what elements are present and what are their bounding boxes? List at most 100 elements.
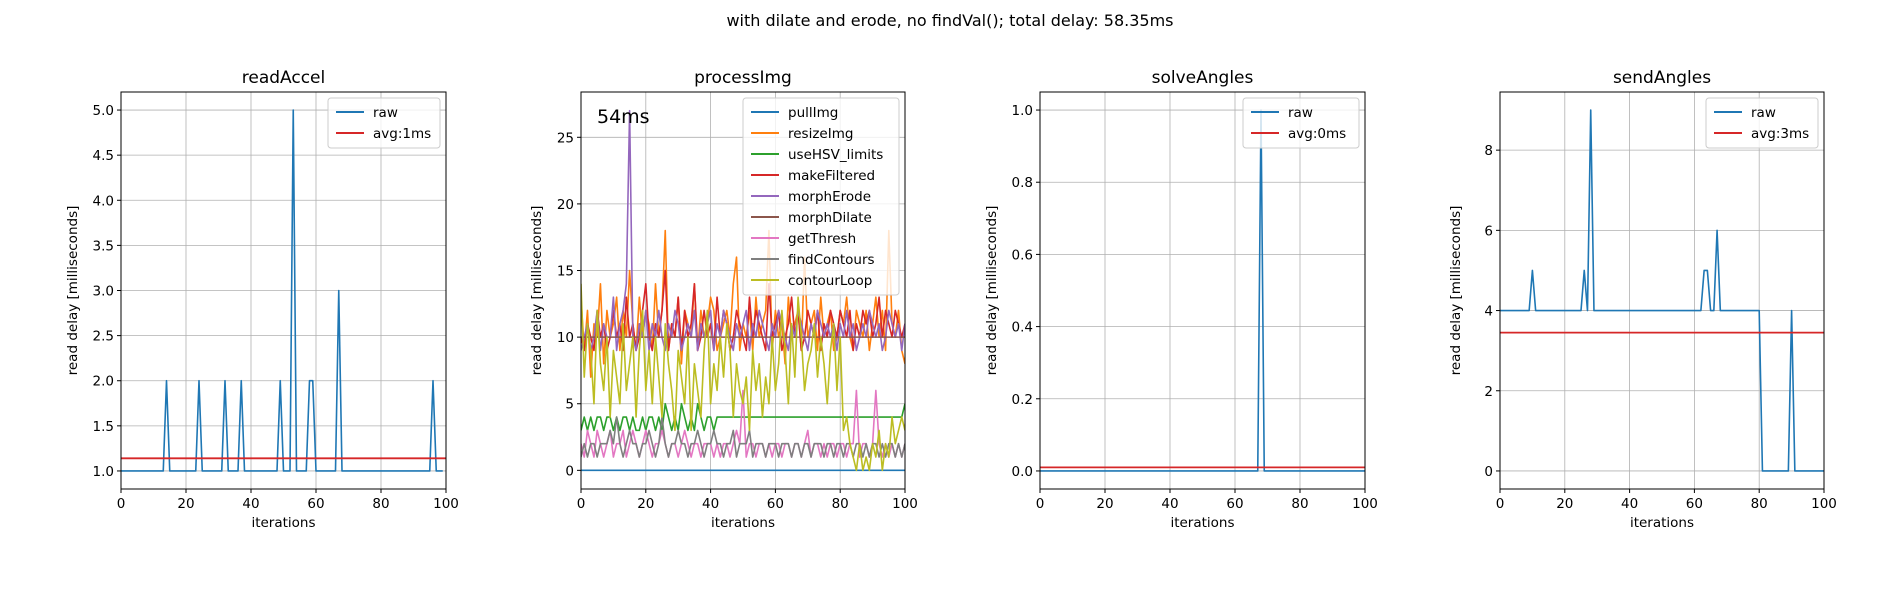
x-tick-label: 0	[117, 496, 126, 512]
y-tick-label: 0.2	[1012, 392, 1033, 408]
legend-label: makeFiltered	[788, 168, 875, 184]
series-line-useHSV_limits	[581, 402, 905, 432]
grid-lines	[1039, 92, 1366, 489]
y-tick-label: 0	[565, 463, 574, 479]
x-axis-label: iterations	[711, 515, 775, 531]
x-tick-label: 20	[177, 496, 194, 512]
y-tick-label: 4.5	[93, 148, 114, 164]
y-tick-label: 6	[1484, 223, 1493, 239]
x-tick-label: 100	[892, 496, 918, 512]
plot-area	[1040, 109, 1365, 472]
legend-label: getThresh	[788, 231, 856, 247]
legend-label: avg:3ms	[1751, 126, 1809, 142]
series-line-getThresh	[581, 389, 905, 458]
legend-label: raw	[1751, 105, 1776, 121]
x-tick-label: 80	[372, 496, 389, 512]
x-tick-label: 0	[1496, 496, 1505, 512]
total-annotation: 54ms	[597, 106, 650, 128]
subplot-processImg: 0 20 40 60 80 100 0 5 10 15 20 25 processImg iteratio…	[529, 68, 918, 531]
grid-lines	[1499, 92, 1825, 489]
y-tick-label: 2.5	[93, 329, 114, 345]
x-tick-label: 20	[1556, 496, 1573, 512]
x-tick-label: 20	[637, 496, 654, 512]
y-tick-label: 2	[1484, 384, 1493, 400]
legend-label: avg:1ms	[373, 126, 431, 142]
legend-label: raw	[373, 105, 398, 121]
legend-label: morphErode	[788, 189, 871, 205]
y-tick-label: 25	[557, 130, 574, 146]
legend-label: findContours	[788, 252, 875, 268]
x-tick-label: 80	[1291, 496, 1308, 512]
legend: raw avg:0ms	[1242, 97, 1360, 149]
y-tick-label: 5.0	[93, 103, 114, 119]
legend: raw avg:3ms	[1705, 97, 1819, 149]
y-axis-label: read delay [milliseconds]	[984, 206, 1000, 376]
y-tick-label: 0	[1484, 464, 1493, 480]
x-tick-label: 0	[577, 496, 586, 512]
x-axis-label: iterations	[1630, 515, 1694, 531]
legend-label: pullImg	[788, 105, 838, 121]
subplot-title: solveAngles	[1152, 68, 1254, 88]
y-tick-label: 0.0	[1012, 464, 1033, 480]
figure-suptitle: with dilate and erode, no findVal(); tot…	[726, 11, 1173, 30]
legend-box	[1705, 97, 1819, 149]
x-axis-label: iterations	[251, 515, 315, 531]
legend-label: contourLoop	[788, 273, 872, 289]
legend-label: raw	[1288, 105, 1313, 121]
legend-box	[327, 97, 441, 149]
legend-box	[742, 97, 900, 296]
x-tick-label: 60	[1686, 496, 1703, 512]
legend-label: useHSV_limits	[788, 147, 883, 163]
y-tick-label: 1.0	[1012, 103, 1033, 119]
plot-area	[581, 109, 905, 472]
plot-area	[121, 109, 446, 472]
y-axis-label: read delay [milliseconds]	[1448, 206, 1464, 376]
x-tick-label: 40	[1161, 496, 1178, 512]
y-tick-label: 3.5	[93, 238, 114, 254]
x-tick-label: 60	[767, 496, 784, 512]
x-tick-label: 40	[1621, 496, 1638, 512]
y-tick-label: 1.5	[93, 419, 114, 435]
y-axis-label: read delay [milliseconds]	[65, 206, 81, 376]
y-tick-label: 8	[1484, 143, 1493, 159]
legend: raw avg:1ms	[327, 97, 441, 149]
axes-frame	[580, 91, 906, 490]
legend-label: resizeImg	[788, 126, 853, 142]
subplot-solveAngles: 0 20 40 60 80 100 0.0 0.2 0.4 0.6 0.8 1.0 solveAngle…	[984, 68, 1378, 531]
x-tick-label: 80	[832, 496, 849, 512]
x-tick-label: 40	[702, 496, 719, 512]
y-tick-label: 20	[557, 197, 574, 213]
axes-frame	[1499, 91, 1825, 490]
series-line-raw	[121, 109, 443, 472]
series-line-contourLoop	[581, 283, 905, 472]
y-tick-label: 15	[557, 264, 574, 280]
x-tick-label: 20	[1096, 496, 1113, 512]
y-tick-label: 4.0	[93, 193, 114, 209]
x-tick-label: 60	[307, 496, 324, 512]
y-tick-label: 4	[1484, 304, 1493, 320]
y-tick-label: 0.8	[1012, 175, 1033, 191]
subplot-title: processImg	[694, 68, 792, 88]
x-tick-label: 80	[1751, 496, 1768, 512]
y-tick-label: 5	[565, 397, 574, 413]
series-line-morphErode	[581, 109, 905, 352]
y-axis-label: read delay [milliseconds]	[529, 206, 545, 376]
subplot-readAccel: 0 20 40 60 80 100 1.0 1.5 2.0 2.5 3.0 3.5 4.0 4.5 5.0 r…	[65, 68, 459, 531]
x-tick-label: 100	[1811, 496, 1837, 512]
axes-frame	[1039, 91, 1366, 490]
subplot-sendAngles: 0 20 40 60 80 100 0 2 4 6 8 sendAngles iterations rea…	[1448, 68, 1837, 531]
y-tick-label: 3.0	[93, 284, 114, 300]
y-tick-label: 1.0	[93, 464, 114, 480]
legend-label: morphDilate	[788, 210, 872, 226]
x-tick-label: 60	[1226, 496, 1243, 512]
plot-area	[1500, 109, 1824, 472]
series-line-raw	[1040, 109, 1365, 472]
x-tick-label: 100	[433, 496, 459, 512]
y-tick-label: 0.6	[1012, 247, 1033, 263]
y-tick-label: 2.0	[93, 374, 114, 390]
y-tick-label: 0.4	[1012, 320, 1033, 336]
legend-box	[1242, 97, 1360, 149]
x-tick-label: 0	[1036, 496, 1045, 512]
x-tick-label: 100	[1352, 496, 1378, 512]
